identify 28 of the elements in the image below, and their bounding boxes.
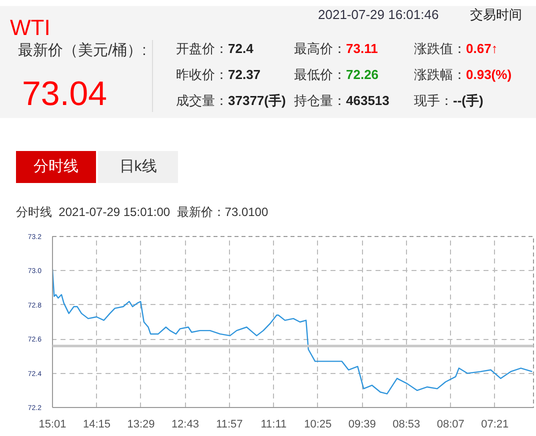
text: 涨跌值：0.67↑ bbox=[414, 41, 498, 56]
text: 成交量：37377(手) bbox=[176, 93, 286, 108]
x-tick-label: 12:43 bbox=[171, 418, 199, 430]
text: 最高价：73.11 bbox=[294, 41, 378, 56]
x-tick-label: 15:01 bbox=[38, 418, 66, 430]
text: 昨收价：72.37 bbox=[176, 67, 261, 82]
text: 持仓量：463513 bbox=[294, 93, 390, 108]
x-tick-label: 11:57 bbox=[216, 418, 243, 430]
text: 最新价（美元/桶）: bbox=[18, 41, 146, 61]
x-tick-label: 14:15 bbox=[82, 418, 111, 430]
x-tick-label: 08:07 bbox=[436, 418, 464, 430]
text: 涨跌幅：0.93(%) bbox=[414, 67, 512, 82]
text: 日k线 bbox=[98, 151, 178, 183]
x-tick-label: 13:29 bbox=[127, 418, 155, 430]
text: 2021-07-29 16:01:46 bbox=[318, 6, 439, 24]
text: 最低价：72.26 bbox=[294, 67, 379, 82]
chart-subtitle: 分时线 2021-07-29 15:01:00 最新价：73.0100 bbox=[16, 204, 268, 221]
text: 开盘价：72.4 bbox=[176, 41, 254, 56]
text: 现手：--(手) bbox=[414, 93, 484, 108]
text: 交易时间 bbox=[470, 6, 522, 24]
x-tick-label: 07:21 bbox=[481, 418, 509, 430]
x-tick-label: 11:11 bbox=[260, 418, 287, 430]
x-tick-label: 09:39 bbox=[348, 418, 376, 430]
text: 分时线 bbox=[16, 151, 96, 183]
text: 73.04 bbox=[22, 74, 108, 115]
x-tick-label: 08:53 bbox=[392, 418, 420, 430]
chart-title: WTI bbox=[10, 14, 50, 42]
x-tick-label: 10:25 bbox=[304, 418, 332, 430]
